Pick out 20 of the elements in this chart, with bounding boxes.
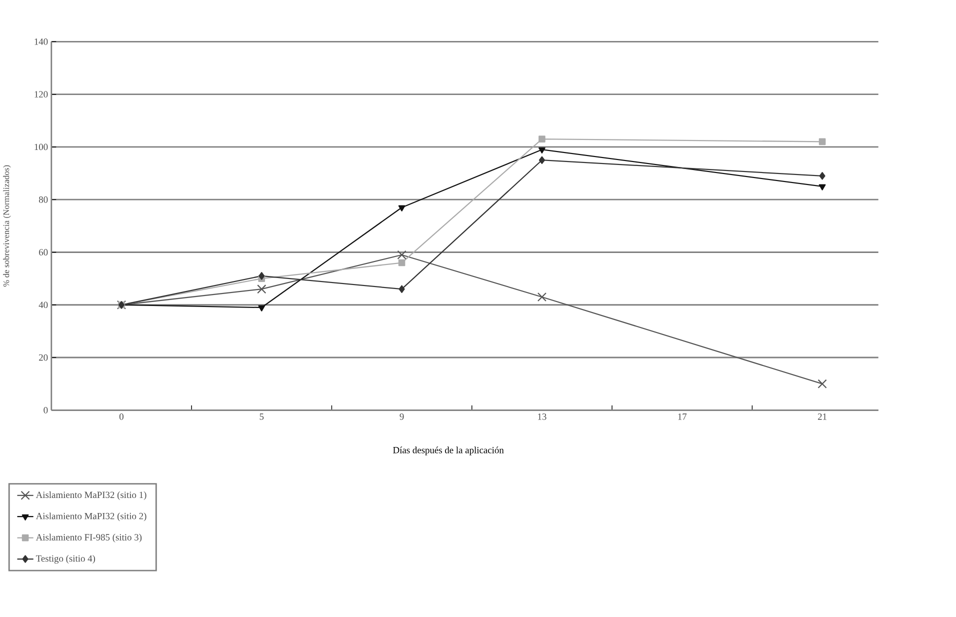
y-tick-label: 40: [38, 302, 48, 308]
x-tick-label: 9: [400, 414, 404, 420]
y-tick-label: 60: [39, 249, 48, 256]
y-tick-label: 0: [44, 407, 48, 414]
y-tick-label: 140: [34, 38, 48, 46]
legend-label: Aislamiento MaPI32 (sitio 2): [36, 512, 146, 522]
y-tick-label: 120: [34, 91, 48, 98]
x-tick-label: 5: [260, 414, 264, 420]
legend-label: Testigo (sitio 4): [36, 555, 96, 564]
y-tick-label: 20: [39, 354, 48, 361]
y-tick-label: 80: [38, 196, 48, 203]
y-tick-label: 100: [34, 144, 48, 150]
x-tick-label: 0: [119, 414, 124, 420]
legend-label: Aislamiento FI-985 (sitio 3): [36, 534, 142, 543]
legend-label: Aislamiento MaPI32 (sitio 1): [36, 492, 146, 500]
x-tick-label: 17: [678, 414, 687, 420]
y-axis-title: % de sobrevivencia (Normalizados): [3, 165, 11, 287]
x-axis-title: Días después de la aplicación: [393, 446, 504, 456]
x-tick-label: 21: [818, 414, 826, 420]
x-tick-label: 13: [538, 414, 546, 420]
